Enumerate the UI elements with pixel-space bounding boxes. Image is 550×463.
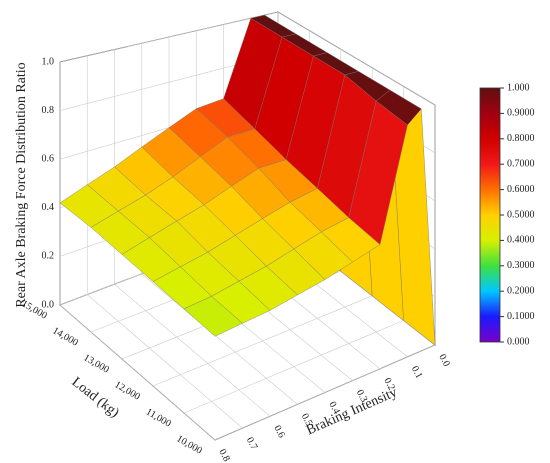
x-tick-label: 0.6 [271, 424, 287, 440]
x-tick-label: 0.4 [326, 400, 342, 416]
x-tick-label: 0.8 [216, 447, 232, 463]
z-tick-label: 0.6 [42, 153, 55, 164]
z-tick-label: 0.4 [42, 202, 55, 213]
colorbar-label: 0.4000 [507, 235, 535, 246]
y-tick-label: 12,000 [113, 379, 142, 402]
z-tick-label: 0.2 [42, 251, 55, 262]
x-tick-label: 0.1 [409, 364, 425, 380]
grid-line [183, 320, 404, 414]
colorbar-label: 0.5000 [507, 209, 535, 220]
surface-cell [183, 296, 243, 337]
colorbar-label: 0.9000 [507, 108, 535, 119]
z-tick-label: 0.8 [42, 105, 55, 116]
z-axis-title: Rear Axle Braking Force Distribution Rat… [14, 62, 29, 307]
colorbar-label: 0.000 [507, 336, 530, 347]
x-tick-label: 0.0 [436, 352, 452, 368]
x-tick-label: 0.5 [299, 412, 315, 428]
grid-line [87, 294, 243, 429]
grid-line [141, 273, 298, 405]
colorbar-label: 0.7000 [507, 158, 535, 169]
y-tick-label: 11,000 [144, 406, 173, 429]
x-tick-label: 0.7 [244, 435, 260, 451]
colorbar-label: 0.6000 [507, 184, 535, 195]
colorbar-label: 0.1000 [507, 311, 535, 322]
z-tick-label: 0.0 [42, 299, 55, 310]
y-tick-label: 14,000 [51, 325, 80, 348]
grid-line [152, 295, 373, 387]
grid-line [59, 304, 216, 441]
colorbar-label: 0.8000 [507, 133, 535, 144]
grid-line [277, 11, 436, 106]
colorbar-label: 0.3000 [507, 260, 535, 271]
x-tick-label: 0.3 [354, 388, 370, 404]
z-tick-label: 1.0 [42, 56, 55, 67]
y-tick-label: 13,000 [82, 352, 111, 375]
grid-line [214, 344, 436, 441]
grid-line [114, 284, 271, 417]
colorbar [479, 87, 501, 343]
colorbar-label: 1.000 [507, 82, 530, 93]
y-tick-label: 10,000 [175, 433, 204, 456]
x-tick-label: 0.2 [381, 376, 397, 392]
y-axis-title: Load (kg) [69, 375, 122, 421]
colorbar-label: 0.2000 [507, 285, 535, 296]
